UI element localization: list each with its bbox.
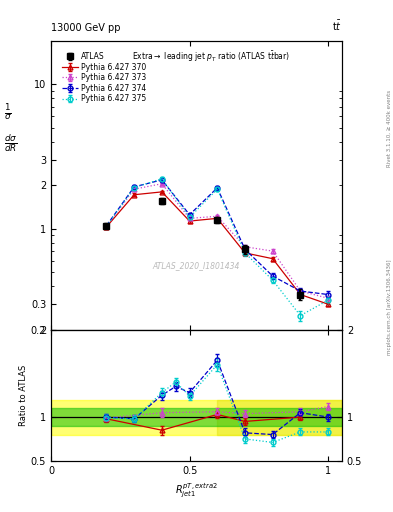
Text: 13000 GeV pp: 13000 GeV pp	[51, 23, 121, 33]
Bar	[51, 399, 342, 435]
Text: mcplots.cern.ch [arXiv:1306.3436]: mcplots.cern.ch [arXiv:1306.3436]	[387, 260, 391, 355]
Text: $\frac{1}{\sigma}$: $\frac{1}{\sigma}$	[4, 102, 12, 123]
X-axis label: $R_{jet1}^{pT,extra2}$: $R_{jet1}^{pT,extra2}$	[175, 481, 218, 500]
Text: $\frac{d\sigma}{dR}$: $\frac{d\sigma}{dR}$	[4, 133, 18, 154]
Bar	[51, 408, 342, 426]
Y-axis label: Ratio to ATLAS: Ratio to ATLAS	[19, 365, 28, 426]
Text: ATLAS_2020_I1801434: ATLAS_2020_I1801434	[153, 262, 240, 271]
Text: Extra$\rightarrow$ leading jet $p_T$ ratio (ATLAS t$\bar{t}$bar): Extra$\rightarrow$ leading jet $p_T$ rat…	[132, 50, 290, 65]
Legend: ATLAS, Pythia 6.427 370, Pythia 6.427 373, Pythia 6.427 374, Pythia 6.427 375: ATLAS, Pythia 6.427 370, Pythia 6.427 37…	[61, 51, 147, 105]
Text: t$\bar{t}$: t$\bar{t}$	[332, 19, 342, 33]
Text: Rivet 3.1.10, ≥ 400k events: Rivet 3.1.10, ≥ 400k events	[387, 90, 391, 166]
Bar	[217, 399, 342, 435]
